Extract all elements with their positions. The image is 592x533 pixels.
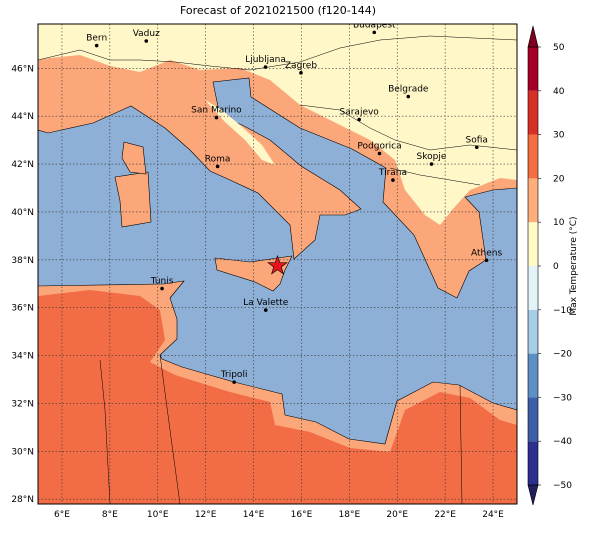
colorbar-band bbox=[528, 441, 538, 485]
city-dot bbox=[215, 164, 220, 169]
x-tick-label: 8°E bbox=[102, 510, 118, 520]
x-tick-label: 10°E bbox=[147, 510, 169, 520]
city-dot bbox=[94, 43, 99, 48]
city-label: San Marino bbox=[191, 106, 242, 116]
colorbar-tick-label: 10 bbox=[553, 218, 565, 228]
colorbar-tick-label: 40 bbox=[553, 87, 565, 97]
city-label: Budapest bbox=[353, 20, 396, 30]
colorbar-tick-label: −10 bbox=[553, 306, 572, 316]
city-label: Tripoli bbox=[220, 370, 248, 380]
colorbar-band bbox=[528, 353, 538, 398]
borders bbox=[38, 35, 517, 504]
colorbar-tick-label: 20 bbox=[553, 174, 565, 184]
axis-ticks: 6°E 8°E 10°E 12°E 14°E 16°E 18°E 20°E 22°E 24°E 28… bbox=[11, 64, 504, 520]
colorbar-band bbox=[528, 90, 538, 135]
colorbar-tick-label: 50 bbox=[553, 43, 565, 53]
city-dot bbox=[377, 151, 382, 156]
colorbar-tick-label: 0 bbox=[553, 262, 559, 272]
colorbar-tick-label: −50 bbox=[553, 481, 572, 491]
colorbar-band bbox=[528, 309, 538, 354]
city-label: Vaduz bbox=[133, 29, 160, 39]
city-label: Roma bbox=[205, 154, 231, 164]
x-tick-label: 12°E bbox=[195, 510, 217, 520]
city-label: Ljubljana bbox=[245, 55, 286, 65]
colorbar-band bbox=[528, 222, 538, 266]
city-dot bbox=[144, 39, 149, 43]
colorbar-label: Max Temperature (°C) bbox=[569, 216, 579, 315]
y-tick-label: 40°N bbox=[11, 208, 34, 218]
x-tick-label: 6°E bbox=[54, 510, 70, 520]
x-tick-label: 16°E bbox=[291, 510, 313, 520]
colorbar-band bbox=[528, 397, 538, 442]
colorbar-tick-label: −30 bbox=[553, 393, 572, 403]
city-label: Sofia bbox=[466, 135, 488, 145]
x-tick-label: 24°E bbox=[482, 510, 504, 520]
x-tick-label: 14°E bbox=[243, 510, 265, 520]
city-label: Sarajevo bbox=[340, 108, 380, 118]
city-label: Bern bbox=[86, 34, 107, 44]
city-label: Belgrade bbox=[388, 85, 429, 95]
city-dot bbox=[232, 380, 236, 384]
corsica bbox=[121, 141, 147, 175]
x-tick-label: 22°E bbox=[434, 510, 456, 520]
city-label: La Valette bbox=[243, 298, 288, 308]
colorbar-over bbox=[527, 25, 539, 48]
colorbar-band bbox=[528, 47, 538, 91]
y-tick-label: 46°N bbox=[11, 64, 34, 74]
city-dot bbox=[391, 178, 395, 182]
grid bbox=[38, 24, 517, 504]
city-label: Podgorica bbox=[357, 142, 401, 152]
city-dot bbox=[263, 65, 268, 69]
colorbar-under bbox=[527, 484, 539, 506]
x-tick-label: 18°E bbox=[339, 510, 361, 520]
city-dot bbox=[214, 115, 219, 120]
city-dot bbox=[263, 308, 268, 312]
y-tick-label: 32°N bbox=[11, 399, 34, 409]
title: Forecast of 2021021500 (f120-144) bbox=[180, 4, 376, 17]
colorbar-tick-label: 30 bbox=[553, 131, 565, 141]
y-tick-label: 36°N bbox=[11, 304, 34, 314]
plot-frame bbox=[37, 23, 518, 505]
y-tick-label: 42°N bbox=[11, 160, 34, 170]
city-label: Zagreb bbox=[285, 61, 317, 71]
event-marker bbox=[267, 254, 288, 275]
colorbar-band bbox=[528, 266, 538, 310]
y-tick-label: 28°N bbox=[11, 495, 34, 505]
colorbar-band bbox=[528, 134, 538, 179]
y-tick-label: 34°N bbox=[11, 352, 34, 362]
city-dot bbox=[299, 71, 303, 75]
city-label: Skopje bbox=[417, 152, 447, 162]
city-dot bbox=[406, 94, 411, 99]
colorbar: −50 −40 −30 −20 −10 0 10 20 30 40 50 bbox=[527, 25, 572, 506]
apennine-cool-zone bbox=[205, 100, 275, 165]
city-label: Athens bbox=[471, 248, 502, 258]
y-tick-label: 44°N bbox=[11, 112, 34, 122]
city-label: Tunis bbox=[150, 277, 174, 287]
city-label: Tirana bbox=[378, 168, 407, 178]
city-dot bbox=[372, 30, 377, 35]
y-tick-label: 38°N bbox=[11, 256, 34, 266]
colorbar-tick-label: −20 bbox=[553, 350, 572, 360]
colorbar-band bbox=[528, 178, 538, 223]
city-dot bbox=[357, 117, 361, 122]
colorbar-tick-label: −40 bbox=[553, 437, 572, 447]
city-dot bbox=[429, 162, 434, 166]
city-dot bbox=[474, 145, 479, 150]
city-dot bbox=[484, 258, 489, 263]
city-dot bbox=[160, 286, 164, 291]
x-tick-label: 20°E bbox=[386, 510, 408, 520]
y-tick-label: 30°N bbox=[11, 447, 34, 457]
